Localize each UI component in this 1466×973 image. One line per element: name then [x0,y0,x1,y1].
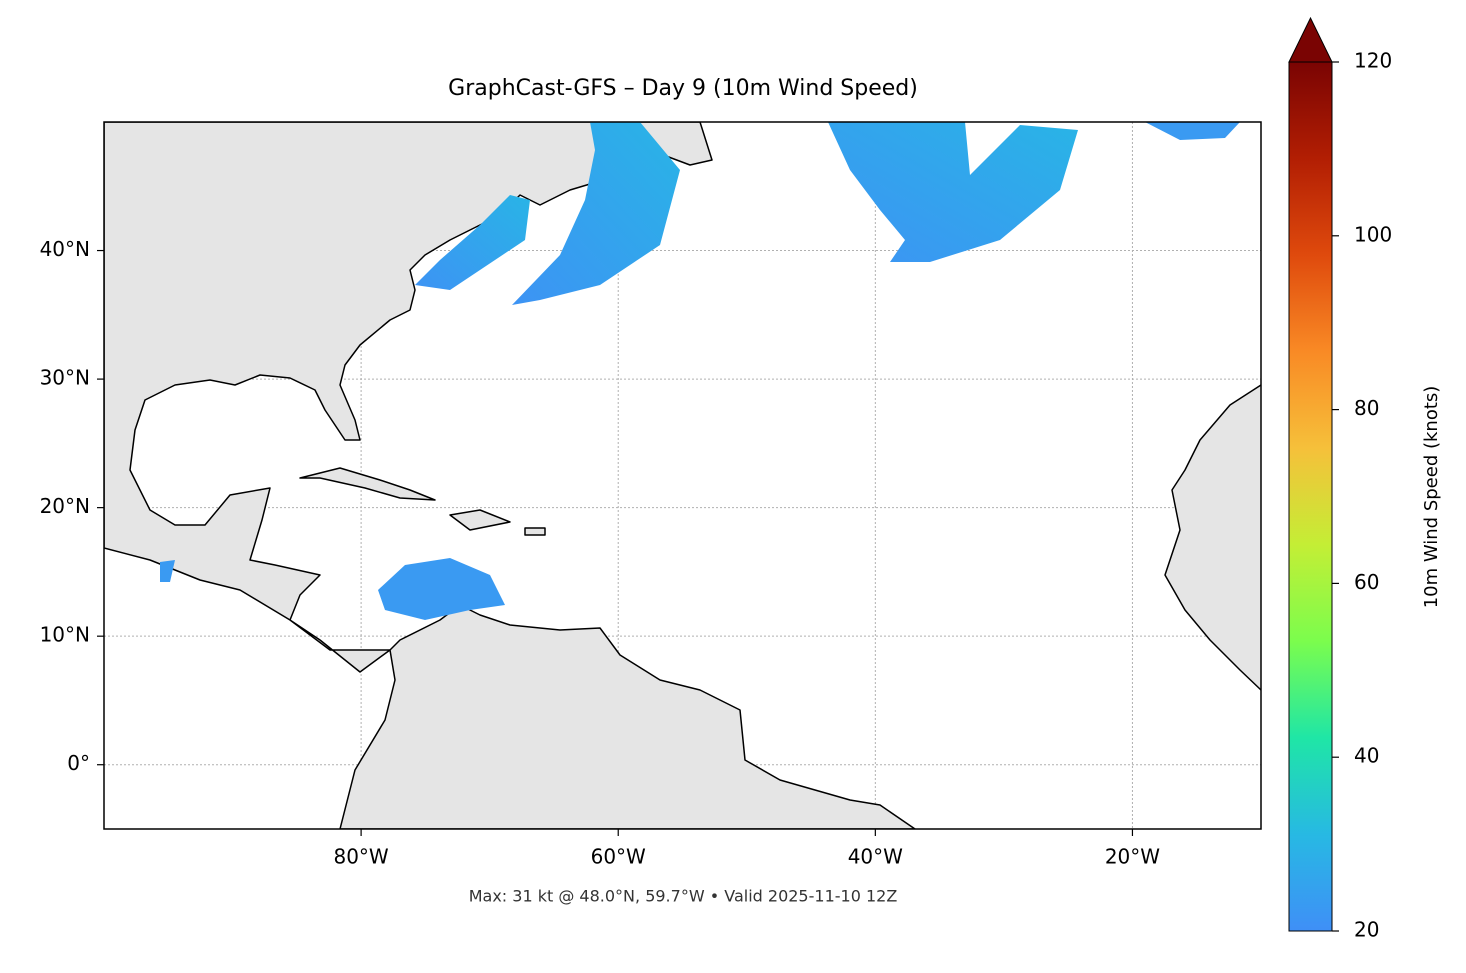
africa [1164,384,1261,691]
chart-title: GraphCast-GFS – Day 9 (10m Wind Speed) [448,76,918,101]
map-area [104,122,1261,829]
axes-frame [103,121,1262,830]
x-tick-label: 80°W [333,845,388,869]
y-tick-label: 20°N [40,494,90,518]
colorbar-extend [1288,16,1333,63]
wind-area [512,122,680,305]
x-tick-label: 20°W [1105,845,1160,869]
colorbar-tick-label: 40 [1354,744,1379,768]
y-tick-label: 0° [67,751,90,775]
x-tick-label: 60°W [591,845,646,869]
colorbar-tick-label: 60 [1354,570,1379,594]
colorbar-tick-label: 100 [1354,222,1392,246]
y-tick-label: 40°N [40,237,90,261]
colorbar-tick-label: 20 [1354,918,1379,942]
wind-area [378,558,505,620]
colorbar-tick-label: 120 [1354,49,1392,73]
wind-area [1145,122,1240,140]
puerto-rico [524,527,546,536]
colorbar [1288,61,1333,932]
wind-area [415,195,530,290]
ticks: 80°W 60°W 40°W 20°W 0° 10°N 20°N 30°N 40°N [40,237,1161,868]
south-america [339,604,916,829]
x-tick-label: 40°W [848,845,903,869]
wind-area [160,560,175,582]
wind-area [828,122,1078,262]
colorbar-tick-label: 80 [1354,396,1379,420]
colorbar-label: 10m Wind Speed (knots) [1421,386,1442,609]
cuba [299,467,436,501]
footer-note: Max: 31 kt @ 48.0°N, 59.7°W • Valid 2025… [469,887,898,906]
y-tick-label: 10°N [40,623,90,647]
hispaniola [449,509,511,531]
y-tick-label: 30°N [40,366,90,390]
